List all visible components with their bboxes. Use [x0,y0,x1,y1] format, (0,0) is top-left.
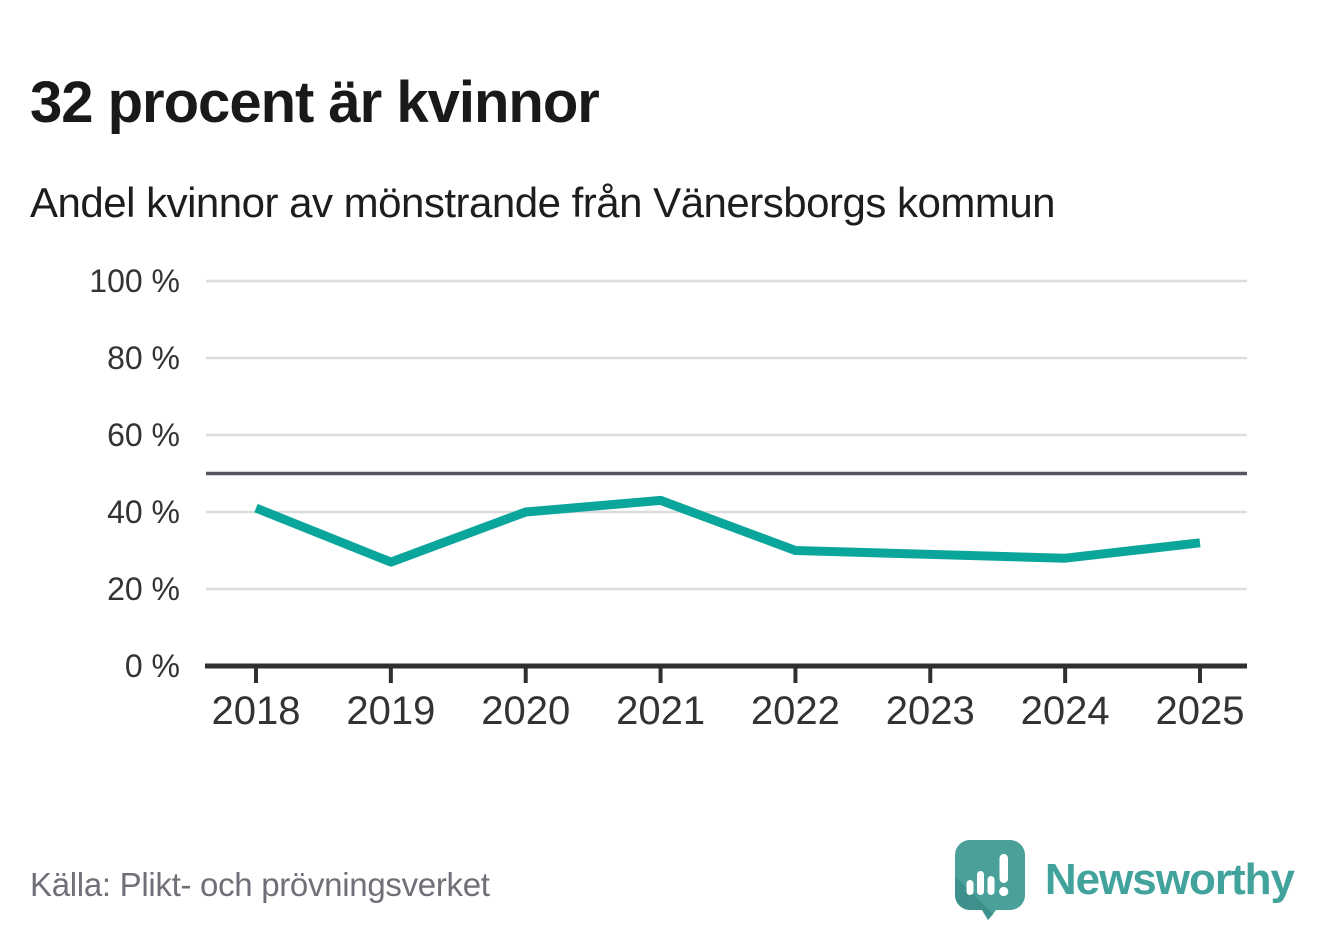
newsworthy-logo-icon [954,840,1025,920]
x-axis-tick-label: 2023 [886,689,975,733]
x-axis-tick-label: 2019 [346,689,435,733]
x-axis-tick-label: 2022 [751,689,840,733]
x-axis-tick-label: 2024 [1021,689,1110,733]
x-axis-tick-label: 2018 [212,689,301,733]
trend-line [254,495,1201,567]
y-axis-tick-label: 100 % [89,263,180,299]
y-axis-tick-label: 60 % [107,417,180,453]
y-axis-tick-label: 0 % [125,648,180,684]
y-axis-tick-label: 40 % [107,494,180,530]
y-axis-tick-label: 20 % [107,571,180,607]
bar-chart-glyph [966,871,995,895]
brand-wordmark: Newsworthy [1044,855,1295,904]
page-title: 32 procent är kvinnor [30,69,600,135]
brand-footer: Newsworthy [954,840,1295,920]
x-axis-tick-label: 2021 [616,689,705,733]
x-axis-tick-label: 2020 [481,689,570,733]
source-note: Källa: Plikt- och prövningsverket [30,866,490,903]
x-axis-tick-label: 2025 [1156,689,1245,733]
y-axis-tick-label: 80 % [107,340,180,376]
exclamation-glyph [998,854,1009,897]
line-chart: 0 % 20 % 40 % 60 % 80 % 100 % 2018 2019 2020 2021… [89,263,1247,733]
chart-subtitle: Andel kvinnor av mönstrande från Vänersb… [30,179,1056,226]
